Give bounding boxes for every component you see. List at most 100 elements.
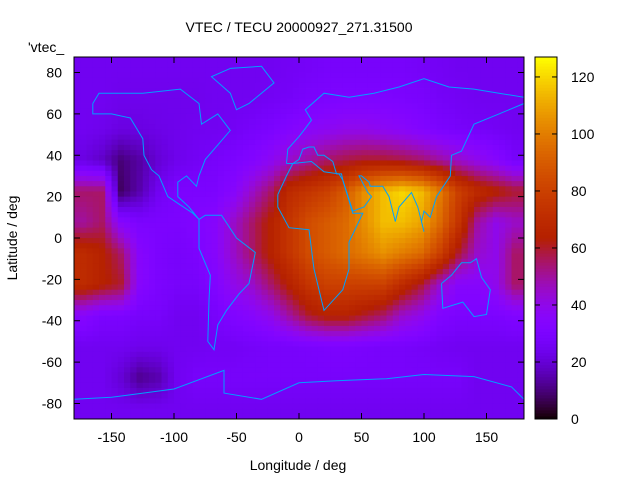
heatmap-cell	[149, 315, 156, 322]
heatmap-cell	[205, 57, 212, 63]
heatmap-cell	[411, 93, 419, 99]
heatmap-cell	[405, 129, 412, 135]
heatmap-cell	[99, 144, 106, 151]
heatmap-cell	[336, 274, 344, 280]
heatmap-cell	[124, 134, 131, 141]
heatmap-cell	[224, 82, 231, 89]
heatmap-cell	[336, 129, 344, 135]
heatmap-cell	[299, 196, 306, 203]
heatmap-cell	[317, 72, 325, 79]
heatmap-cell	[517, 124, 525, 130]
heatmap-cell	[442, 160, 450, 166]
heatmap-cell	[517, 77, 525, 84]
heatmap-cell	[149, 139, 156, 146]
heatmap-cell	[199, 175, 206, 182]
heatmap-cell	[355, 294, 362, 301]
heatmap-cell	[305, 201, 312, 208]
heatmap-cell	[480, 253, 487, 260]
heatmap-cell	[99, 88, 106, 94]
heatmap-cell	[311, 346, 319, 353]
heatmap-cell	[374, 393, 381, 399]
heatmap-cell	[299, 103, 306, 110]
heatmap-cell	[455, 325, 462, 332]
heatmap-cell	[74, 377, 81, 384]
heatmap-cell	[161, 155, 169, 161]
heatmap-cell	[299, 155, 306, 161]
heatmap-cell	[192, 57, 200, 63]
heatmap-cell	[167, 300, 175, 306]
heatmap-cell	[449, 279, 456, 285]
heatmap-cell	[511, 181, 519, 187]
heatmap-cell	[267, 144, 275, 151]
heatmap-cell	[492, 155, 500, 161]
heatmap-cell	[511, 150, 519, 156]
heatmap-cell	[211, 124, 219, 130]
heatmap-cell	[136, 201, 144, 208]
heatmap-cell	[124, 263, 131, 270]
heatmap-cell	[317, 341, 325, 347]
heatmap-cell	[267, 77, 275, 84]
heatmap-cell	[399, 119, 406, 125]
heatmap-cell	[342, 160, 350, 166]
heatmap-cell	[111, 150, 119, 156]
heatmap-cell	[211, 248, 219, 254]
heatmap-cell	[255, 67, 262, 73]
heatmap-cell	[286, 119, 294, 125]
heatmap-cell	[517, 206, 525, 213]
heatmap-cell	[199, 222, 206, 229]
heatmap-cell	[111, 387, 119, 394]
heatmap-cell	[486, 108, 494, 115]
heatmap-cell	[236, 269, 244, 275]
heatmap-cell	[124, 232, 131, 239]
heatmap-cell	[280, 175, 287, 182]
heatmap-cell	[130, 160, 137, 166]
heatmap-cell	[305, 217, 312, 223]
heatmap-cell	[411, 155, 419, 161]
heatmap-cell	[117, 124, 125, 130]
heatmap-cell	[149, 300, 156, 306]
heatmap-cell	[424, 88, 431, 94]
heatmap-cell	[305, 222, 312, 229]
heatmap-cell	[142, 160, 150, 166]
heatmap-cell	[92, 393, 100, 399]
heatmap-cell	[474, 196, 481, 203]
heatmap-cell	[192, 362, 200, 368]
heatmap-cell	[86, 181, 94, 187]
heatmap-cell	[405, 72, 412, 79]
heatmap-cell	[130, 274, 137, 280]
heatmap-cell	[99, 372, 106, 379]
heatmap-cell	[142, 382, 150, 389]
heatmap-cell	[274, 62, 281, 68]
heatmap-cell	[349, 269, 356, 275]
heatmap-cell	[267, 269, 275, 275]
heatmap-cell	[286, 170, 294, 177]
heatmap-cell	[517, 315, 525, 322]
heatmap-cell	[124, 362, 131, 368]
heatmap-cell	[492, 134, 500, 141]
heatmap-cell	[224, 387, 231, 394]
heatmap-cell	[255, 269, 262, 275]
heatmap-cell	[505, 124, 512, 130]
heatmap-cell	[380, 403, 387, 410]
heatmap-cell	[286, 181, 294, 187]
heatmap-cell	[436, 325, 444, 332]
heatmap-cell	[380, 300, 387, 306]
heatmap-cell	[511, 377, 519, 384]
heatmap-cell	[161, 165, 169, 172]
heatmap-cell	[480, 206, 487, 213]
heatmap-cell	[261, 243, 269, 249]
heatmap-cell	[236, 315, 244, 322]
heatmap-cell	[149, 258, 156, 265]
heatmap-cell	[492, 346, 500, 353]
heatmap-cell	[236, 279, 244, 285]
heatmap-cell	[511, 393, 519, 399]
heatmap-cell	[436, 253, 444, 260]
heatmap-cell	[380, 139, 387, 146]
heatmap-cell	[74, 155, 81, 161]
heatmap-cell	[74, 408, 81, 415]
heatmap-cell	[199, 331, 206, 337]
heatmap-cell	[161, 310, 169, 316]
heatmap-cell	[467, 232, 475, 239]
heatmap-cell	[399, 372, 406, 379]
heatmap-cell	[117, 356, 125, 363]
